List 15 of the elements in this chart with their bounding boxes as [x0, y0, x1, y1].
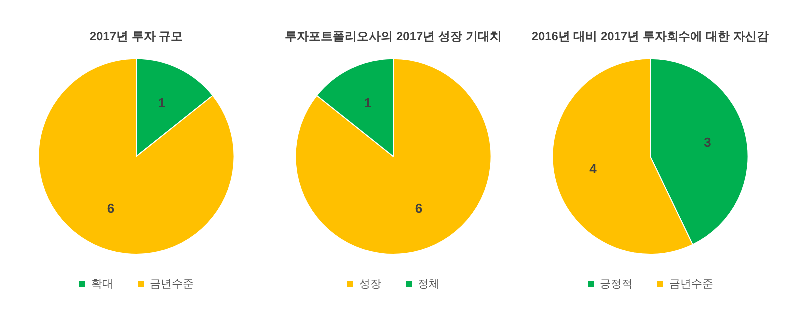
data-label: 6	[415, 201, 423, 216]
data-label: 1	[158, 95, 166, 110]
legend-label: 금년수준	[150, 278, 194, 291]
legend-label: 성장	[360, 278, 382, 291]
data-label: 6	[107, 201, 115, 216]
chart-title: 2016년 대비 2017년 투자회수에 대한 자신감	[532, 29, 770, 44]
legend-label: 금년수준	[670, 278, 714, 291]
legend-label: 긍정적	[600, 278, 633, 291]
data-label: 1	[364, 95, 372, 110]
legend-label: 확대	[92, 278, 114, 291]
data-label: 4	[590, 161, 598, 176]
chart-title: 2017년 투자 규모	[90, 30, 184, 44]
chart-title: 투자포트폴리오사의 2017년 성장 기대치	[285, 30, 502, 44]
data-label: 3	[704, 135, 712, 150]
legend-label: 정체	[418, 278, 440, 291]
